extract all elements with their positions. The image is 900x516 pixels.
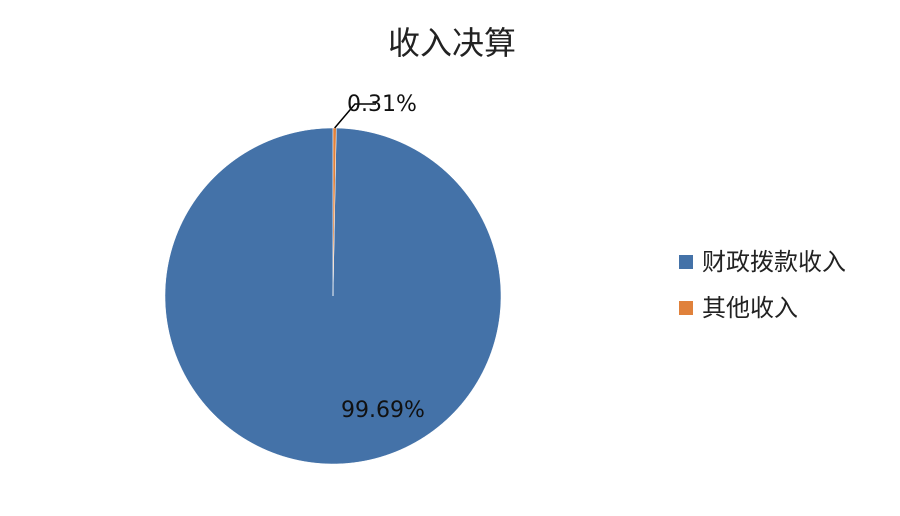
data-label-other: 0.31% — [347, 92, 417, 117]
legend-label-fiscal: 财政拨款收入 — [702, 248, 846, 276]
legend-label-other: 其他收入 — [702, 294, 798, 322]
chart-title: 收入决算 — [388, 24, 516, 62]
pie-slice-other — [332, 127, 337, 297]
legend: 财政拨款收入 其他收入 — [679, 248, 846, 322]
legend-swatch-fiscal — [679, 255, 693, 269]
data-label-fiscal: 99.69% — [341, 398, 425, 423]
legend-swatch-other — [679, 301, 693, 315]
leader-line-other — [334, 103, 376, 129]
pie-slices — [164, 127, 502, 465]
